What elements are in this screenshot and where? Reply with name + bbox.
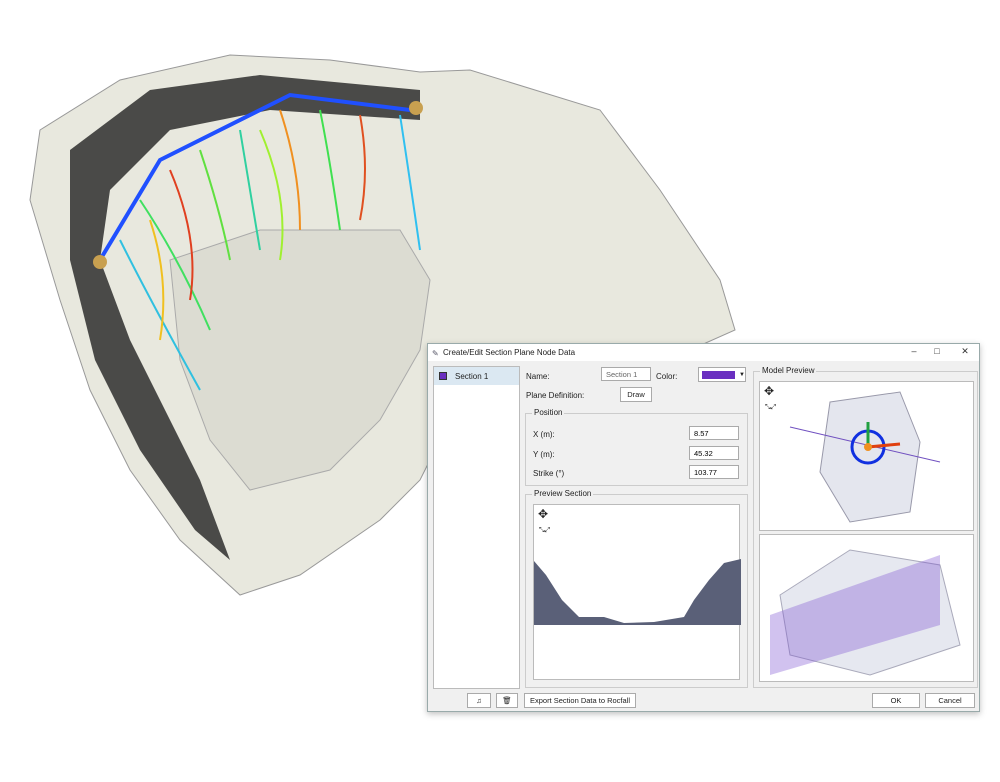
section-plane (770, 555, 940, 675)
model-preview-3d[interactable] (759, 534, 974, 682)
section-profile (534, 559, 741, 625)
model-top-view (789, 391, 941, 523)
list-item[interactable]: Section 1 (434, 367, 519, 385)
ok-button[interactable]: OK (872, 693, 920, 708)
position-title: Position (532, 408, 565, 417)
model-preview-top[interactable]: ✥ ⤡⤢ (759, 381, 974, 531)
y-input[interactable] (689, 446, 739, 460)
strike-input[interactable] (689, 465, 739, 479)
position-group: Position X (m): Y (m): Strike (°) (525, 408, 748, 486)
section-profile-view[interactable]: ✥ ⤡⤢ (533, 504, 741, 680)
y-label: Y (m): (533, 450, 555, 459)
section-list[interactable]: Section 1 (433, 366, 520, 689)
draw-button[interactable]: Draw (620, 387, 652, 402)
x-label: X (m): (533, 430, 555, 439)
section-color-swatch (439, 372, 447, 380)
preview-section-title: Preview Section (532, 489, 594, 498)
section-label: Section 1 (455, 371, 489, 381)
pit-dark-bench (70, 75, 420, 560)
model-preview-group: Model Preview ✥ ⤡⤢ (753, 366, 978, 688)
delete-section-button[interactable]: 🗑 (496, 693, 518, 708)
dialog-title: Create/Edit Section Plane Node Data (443, 348, 576, 357)
color-picker[interactable]: ▼ (698, 367, 746, 382)
dialog-title-bar: ✎ Create/Edit Section Plane Node Data (428, 344, 979, 361)
minimize-button[interactable]: – (911, 346, 917, 356)
x-input[interactable] (689, 426, 739, 440)
close-button[interactable]: ✕ (961, 346, 969, 356)
rockfall-seeder-left (93, 255, 107, 269)
section-plane-dialog: ✎ Create/Edit Section Plane Node Data – … (427, 343, 980, 712)
export-rocfall-button[interactable]: Export Section Data to Rocfall (524, 693, 636, 708)
add-section-button[interactable]: ♫ (467, 693, 491, 708)
fit-view-icon[interactable]: ⤡⤢ (539, 527, 551, 534)
rockfall-trajectories (119, 109, 421, 391)
pan-icon[interactable]: ✥ (764, 384, 775, 398)
name-input[interactable] (601, 367, 651, 381)
pit-floor (169, 229, 431, 491)
maximize-button[interactable]: □ (934, 346, 940, 356)
color-swatch (702, 370, 735, 379)
plane-definition-label: Plane Definition: (526, 391, 585, 400)
rockfall-seeder-right (409, 101, 423, 115)
trash-icon: 🗑 (502, 696, 512, 705)
preview-section-group: Preview Section ✥ ⤡⤢ (525, 489, 748, 688)
model-3d-view (770, 549, 961, 676)
strike-label: Strike (°) (533, 469, 565, 478)
cancel-button[interactable]: Cancel (925, 693, 975, 708)
color-label: Color: (656, 372, 678, 381)
profile-fill (534, 559, 741, 625)
app-icon: ✎ (432, 348, 439, 358)
rockfall-path-boundary (98, 92, 411, 262)
name-label: Name: (526, 372, 550, 381)
pan-icon[interactable]: ✥ (538, 507, 549, 521)
fit-view-icon[interactable]: ⤡⤢ (765, 404, 777, 411)
chevron-down-icon: ▼ (739, 371, 745, 378)
model-preview-title: Model Preview (760, 366, 817, 375)
